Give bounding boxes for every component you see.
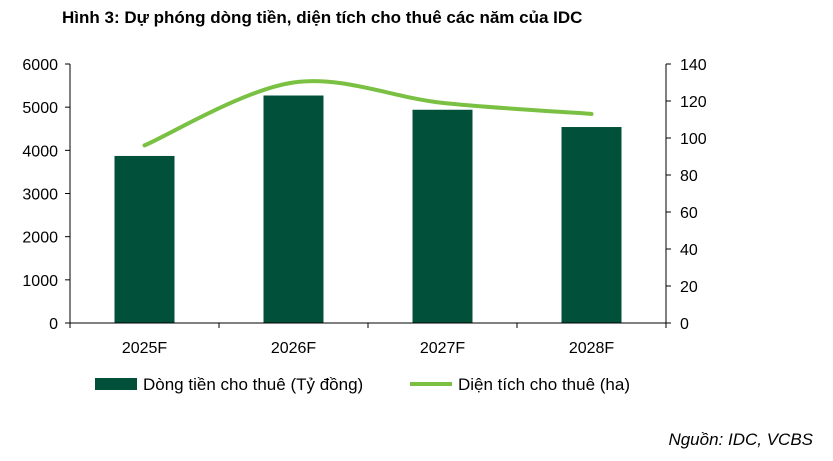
bar-2025F — [114, 155, 175, 323]
x-tick-label: 2028F — [569, 340, 615, 357]
right-tick-label: 0 — [680, 316, 689, 333]
right-tick-label: 60 — [680, 205, 698, 222]
left-tick-label: 5000 — [22, 100, 58, 117]
x-tick-label: 2027F — [420, 340, 466, 357]
legend-label-bar: Dòng tiền cho thuê (Tỷ đồng) — [143, 375, 363, 394]
chart-title: Hình 3: Dự phóng dòng tiền, diện tích ch… — [62, 8, 583, 27]
bar-2026F — [263, 95, 324, 324]
x-tick-label: 2025F — [122, 340, 168, 357]
legend-label-line: Diện tích cho thuê (ha) — [458, 375, 630, 394]
left-tick-label: 0 — [49, 316, 58, 333]
right-tick-label: 120 — [680, 94, 707, 111]
right-tick-label: 100 — [680, 131, 707, 148]
right-tick-label: 80 — [680, 168, 698, 185]
right-tick-label: 140 — [680, 57, 707, 74]
left-tick-label: 6000 — [22, 57, 58, 74]
bar-2028F — [561, 127, 622, 323]
left-tick-label: 2000 — [22, 230, 58, 247]
x-tick-label: 2026F — [271, 340, 317, 357]
series-line-dien-tich — [142, 79, 594, 148]
left-tick-label: 1000 — [22, 273, 58, 290]
left-tick-label: 4000 — [22, 143, 58, 160]
legend-swatch-bar — [95, 378, 137, 390]
right-tick-label: 20 — [680, 279, 698, 296]
source-note: Nguồn: IDC, VCBS — [668, 430, 813, 449]
right-tick-label: 40 — [680, 242, 698, 259]
left-tick-label: 3000 — [22, 187, 58, 204]
bar-2027F — [412, 109, 473, 323]
